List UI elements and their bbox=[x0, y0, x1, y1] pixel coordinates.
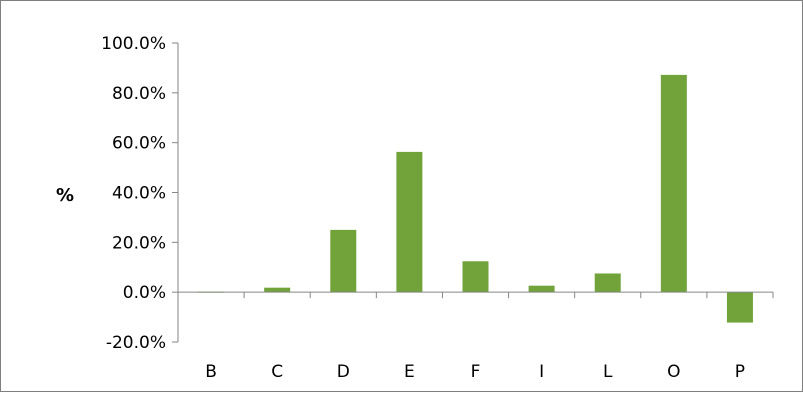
bar-f bbox=[462, 261, 489, 293]
x-tick-label-b: B bbox=[205, 362, 217, 382]
bar-d bbox=[330, 229, 357, 293]
x-tick-label-e: E bbox=[404, 362, 415, 382]
x-tick-label-d: D bbox=[337, 362, 350, 382]
bars bbox=[198, 74, 753, 323]
y-tick-label: 100.0% bbox=[101, 34, 166, 54]
y-tick-label: 20.0% bbox=[112, 233, 166, 253]
y-tick-label: 60.0% bbox=[112, 134, 166, 154]
y-axis-ticks: -20.0% 0.0% 20.0% 40.0% 60.0% 80.0% 100.0% bbox=[101, 34, 178, 353]
x-tick-label-l: L bbox=[603, 362, 613, 382]
bar-i bbox=[528, 285, 555, 293]
bar-p bbox=[726, 292, 753, 323]
y-tick-label: 80.0% bbox=[112, 84, 166, 104]
bar-c bbox=[264, 287, 291, 293]
x-tick-label-f: F bbox=[471, 362, 481, 382]
y-tick-label: -20.0% bbox=[106, 333, 166, 353]
bar-l bbox=[594, 273, 621, 293]
bar-e bbox=[396, 151, 423, 293]
y-axis-label: % bbox=[56, 185, 74, 206]
bar-o bbox=[660, 74, 687, 293]
x-tick-label-p: P bbox=[735, 362, 745, 382]
axes bbox=[177, 43, 773, 342]
x-tick-label-o: O bbox=[667, 362, 680, 382]
x-tick-label-i: I bbox=[539, 362, 544, 382]
y-tick-label: 0.0% bbox=[123, 283, 166, 303]
y-tick-label: 40.0% bbox=[112, 184, 166, 204]
x-tick-label-c: C bbox=[271, 362, 283, 382]
